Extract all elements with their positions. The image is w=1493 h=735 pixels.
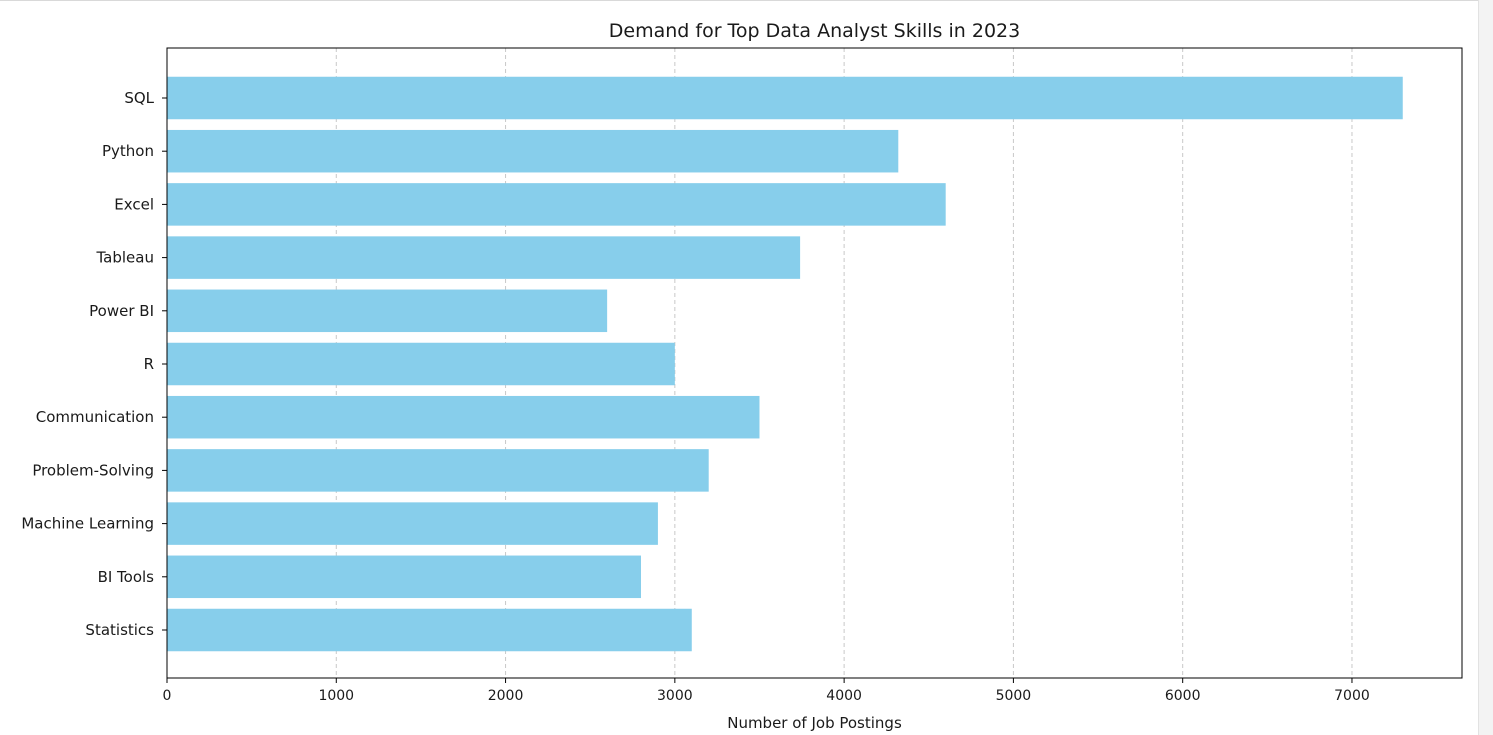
y-tick-label-7: Problem-Solving: [32, 461, 154, 479]
y-tick-label-0: SQL: [124, 89, 154, 107]
bar-excel: [167, 183, 946, 226]
bar-tableau: [167, 236, 801, 279]
y-tick-label-9: BI Tools: [98, 568, 155, 586]
bar-communication: [167, 395, 760, 439]
x-tick-label-1: 1000: [318, 688, 354, 704]
bar-machine-learning: [167, 502, 658, 545]
chart-title: Demand for Top Data Analyst Skills in 20…: [609, 20, 1020, 42]
y-tick-label-8: Machine Learning: [21, 515, 154, 533]
y-tick-label-10: Statistics: [85, 621, 154, 639]
y-axis-ticks: SQL Python Excel Tableau Power BI R Communicat…: [21, 89, 167, 639]
y-tick-label-5: R: [144, 355, 154, 373]
x-axis-ticks: 0 1000 2000 3000 4000 5000 6000 7000: [163, 678, 1370, 704]
y-tick-label-6: Communication: [36, 408, 154, 426]
plot-area-frame: [166, 47, 1463, 679]
y-tick-label-2: Excel: [114, 195, 154, 213]
bar-python: [167, 129, 899, 173]
x-tick-label-7: 7000: [1334, 688, 1370, 704]
y-tick-label-1: Python: [102, 142, 154, 160]
x-tick-label-6: 6000: [1165, 688, 1201, 704]
bar-bi-tools: [167, 555, 641, 599]
bar-power-bi: [167, 289, 608, 333]
bar-r: [167, 342, 675, 386]
x-tick-label-2: 2000: [488, 688, 524, 704]
bars: [167, 76, 1403, 652]
y-tick-label-4: Power BI: [89, 302, 154, 320]
x-tick-label-3: 3000: [657, 688, 693, 704]
y-tick-label-3: Tableau: [96, 249, 155, 267]
window-top-edge: [0, 0, 1478, 1]
bar-sql: [167, 76, 1403, 120]
bar-problem-solving: [167, 449, 709, 492]
x-tick-label-0: 0: [163, 688, 172, 704]
x-tick-label-4: 4000: [826, 688, 862, 704]
x-axis-label: Number of Job Postings: [727, 714, 902, 732]
bar-statistics: [167, 608, 692, 652]
vertical-scrollbar[interactable]: [1478, 0, 1493, 735]
x-tick-label-5: 5000: [996, 688, 1032, 704]
